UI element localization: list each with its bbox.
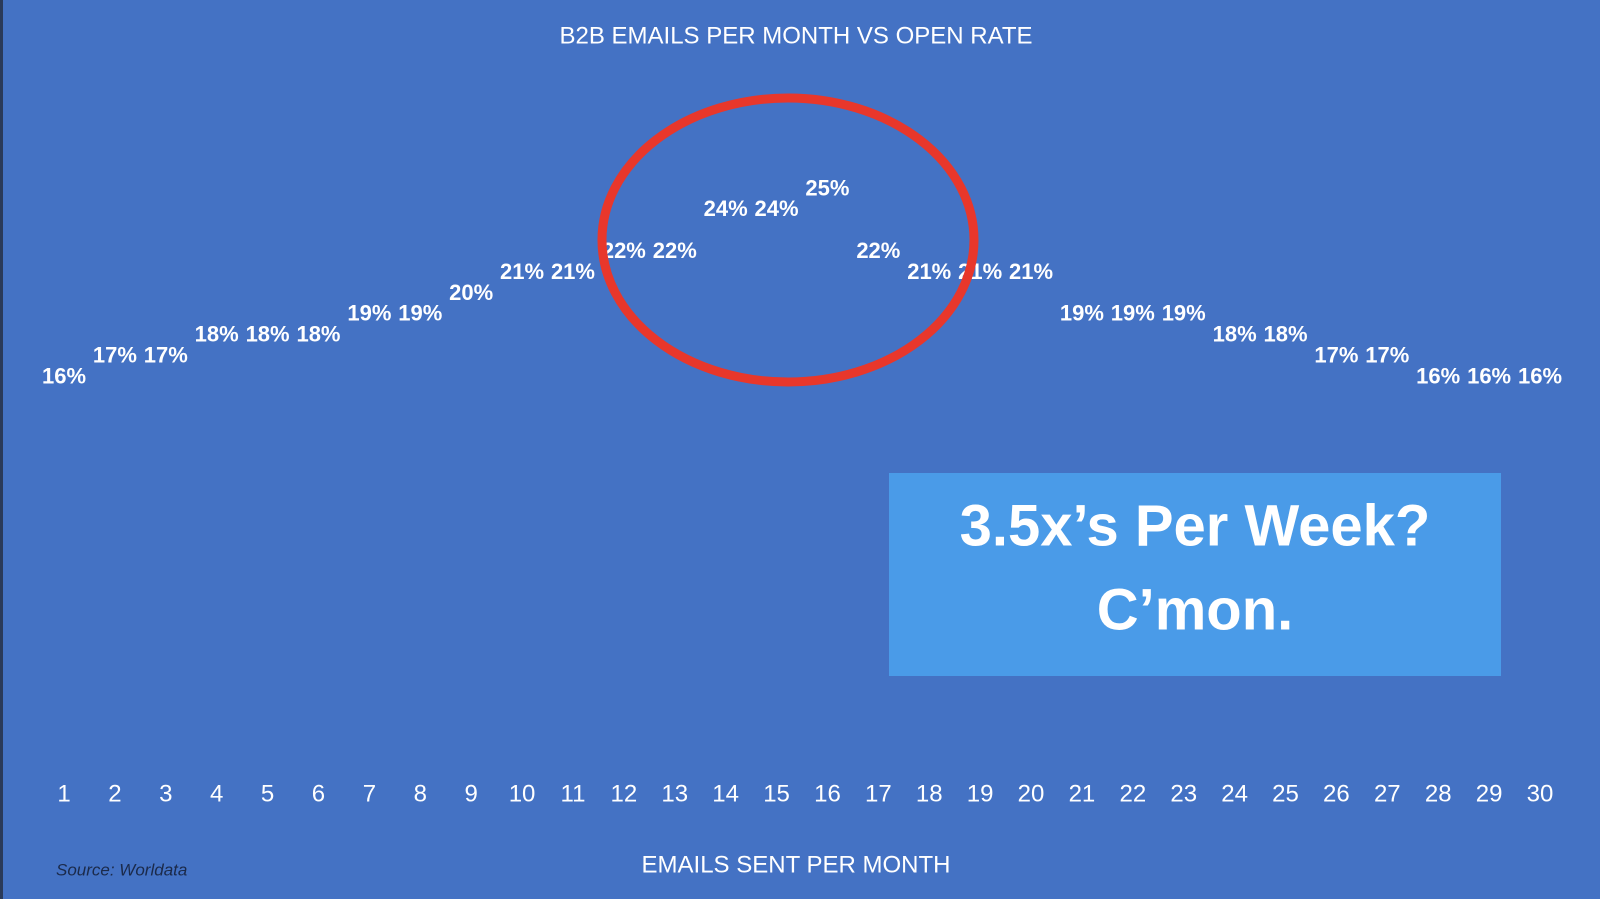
value-label: 19% — [1060, 301, 1104, 326]
chart-title: B2B EMAILS PER MONTH VS OPEN RATE — [560, 22, 1033, 49]
x-tick-label: 25 — [1272, 780, 1299, 807]
value-label: 24% — [704, 196, 748, 221]
value-label: 16% — [1518, 363, 1562, 388]
value-label: 17% — [144, 343, 188, 368]
value-label: 18% — [246, 322, 290, 347]
value-label: 17% — [1314, 343, 1358, 368]
x-axis-label: EMAILS SENT PER MONTH — [642, 851, 951, 878]
x-tick-label: 15 — [763, 780, 790, 807]
x-tick-label: 2 — [108, 780, 121, 807]
value-label: 19% — [398, 301, 442, 326]
x-tick-label: 9 — [464, 780, 477, 807]
x-tick-label: 11 — [561, 780, 586, 807]
value-label: 17% — [1365, 343, 1409, 368]
x-tick-label: 17 — [865, 780, 892, 807]
x-tick-label: 3 — [159, 780, 172, 807]
x-tick-label: 21 — [1069, 780, 1096, 807]
value-label: 20% — [449, 280, 493, 305]
value-label: 19% — [1111, 301, 1155, 326]
x-tick-label: 5 — [261, 780, 274, 807]
value-label: 21% — [907, 259, 951, 284]
value-label: 18% — [195, 322, 239, 347]
x-tick-label: 4 — [210, 780, 223, 807]
value-label: 18% — [296, 322, 340, 347]
value-label: 24% — [755, 196, 799, 221]
value-label: 18% — [1213, 322, 1257, 347]
x-tick-label: 28 — [1425, 780, 1452, 807]
value-label: 19% — [347, 301, 391, 326]
x-tick-label: 27 — [1374, 780, 1401, 807]
x-tick-label: 18 — [916, 780, 943, 807]
edge — [0, 0, 3, 899]
x-tick-label: 26 — [1323, 780, 1350, 807]
x-tick-label: 29 — [1476, 780, 1503, 807]
x-tick-label: 30 — [1527, 780, 1554, 807]
value-label: 17% — [93, 343, 137, 368]
x-tick-label: 20 — [1018, 780, 1045, 807]
x-tick-label: 12 — [611, 780, 638, 807]
annotation-text: C’mon. — [1097, 577, 1294, 642]
value-label: 25% — [805, 175, 849, 200]
x-tick-label: 8 — [414, 780, 427, 807]
value-label: 21% — [551, 259, 595, 284]
value-label: 16% — [1416, 363, 1460, 388]
x-tick-label: 7 — [363, 780, 376, 807]
x-tick-label: 13 — [661, 780, 688, 807]
value-label: 16% — [42, 363, 86, 388]
value-label: 22% — [856, 238, 900, 263]
x-tick-label: 19 — [967, 780, 994, 807]
x-tick-label: 16 — [814, 780, 841, 807]
value-label: 21% — [500, 259, 544, 284]
value-label: 22% — [653, 238, 697, 263]
x-tick-label: 14 — [712, 780, 739, 807]
x-tick-label: 1 — [57, 780, 70, 807]
value-label: 22% — [602, 238, 646, 263]
annotation-box — [889, 473, 1501, 676]
x-tick-label: 6 — [312, 780, 325, 807]
x-tick-label: 23 — [1170, 780, 1197, 807]
x-tick-label: 24 — [1221, 780, 1248, 807]
value-label: 19% — [1162, 301, 1206, 326]
value-label: 16% — [1467, 363, 1511, 388]
x-tick-label: 22 — [1119, 780, 1146, 807]
highlight-ellipse — [597, 93, 979, 387]
value-label: 18% — [1263, 322, 1307, 347]
x-tick-label: 10 — [509, 780, 536, 807]
annotation-text: 3.5x’s Per Week? — [960, 493, 1431, 558]
value-label: 21% — [1009, 259, 1053, 284]
source-note: Source: Worldata — [56, 860, 187, 879]
